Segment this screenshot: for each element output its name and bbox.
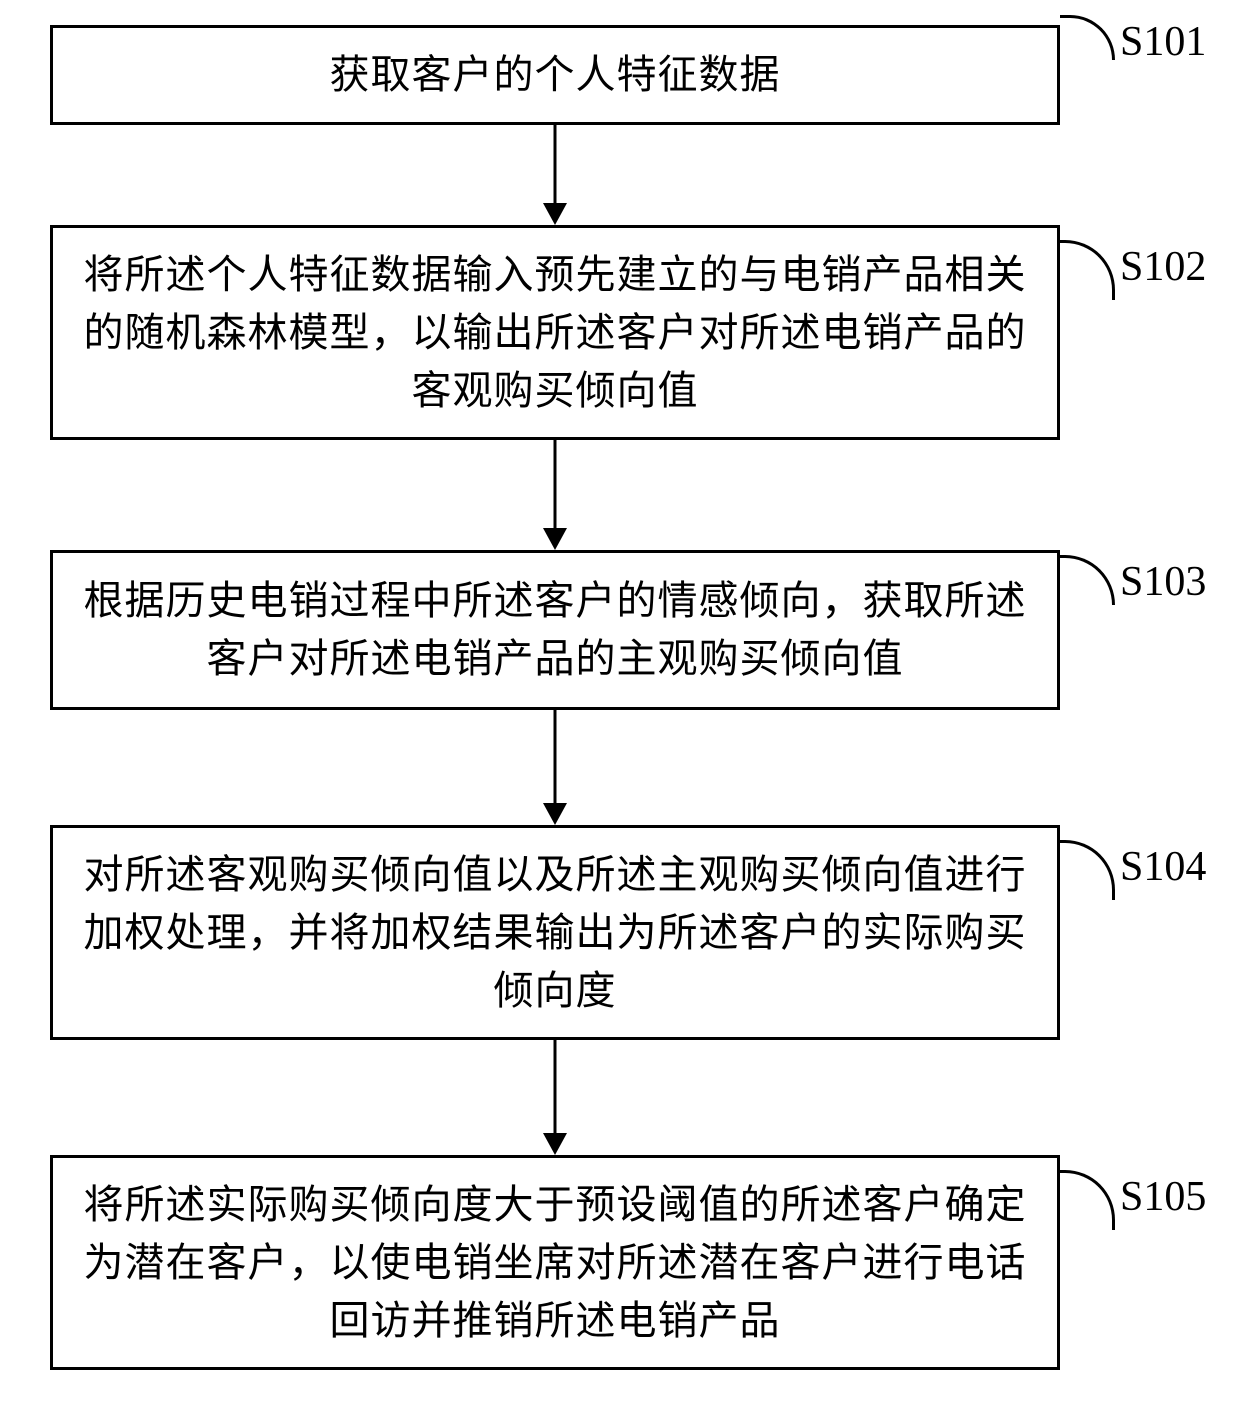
label-connector-4 (1060, 840, 1115, 900)
flow-label-2: S102 (1120, 243, 1206, 291)
arrow-3-line (554, 710, 557, 805)
arrow-3-head (543, 803, 567, 825)
arrow-1-head (543, 203, 567, 225)
flow-node-5: 将所述实际购买倾向度大于预设阈值的所述客户确定为潜在客户，以使电销坐席对所述潜在… (50, 1155, 1060, 1370)
flow-node-2-text: 将所述个人特征数据输入预先建立的与电销产品相关的随机森林模型，以输出所述客户对所… (77, 246, 1033, 420)
arrow-1-line (554, 125, 557, 205)
arrow-2-line (554, 440, 557, 530)
label-connector-2 (1060, 240, 1115, 300)
arrow-4-head (543, 1133, 567, 1155)
arrow-2-head (543, 528, 567, 550)
flow-node-4: 对所述客观购买倾向值以及所述主观购买倾向值进行加权处理，并将加权结果输出为所述客… (50, 825, 1060, 1040)
flow-node-3: 根据历史电销过程中所述客户的情感倾向，获取所述客户对所述电销产品的主观购买倾向值 (50, 550, 1060, 710)
flow-label-4: S104 (1120, 843, 1206, 891)
flow-label-5: S105 (1120, 1173, 1206, 1221)
flow-label-3: S103 (1120, 558, 1206, 606)
arrow-4-line (554, 1040, 557, 1135)
flow-node-4-text: 对所述客观购买倾向值以及所述主观购买倾向值进行加权处理，并将加权结果输出为所述客… (77, 846, 1033, 1020)
flow-node-1-text: 获取客户的个人特征数据 (330, 46, 781, 104)
flow-node-3-text: 根据历史电销过程中所述客户的情感倾向，获取所述客户对所述电销产品的主观购买倾向值 (77, 572, 1033, 688)
flow-node-2: 将所述个人特征数据输入预先建立的与电销产品相关的随机森林模型，以输出所述客户对所… (50, 225, 1060, 440)
flowchart-container: 获取客户的个人特征数据 S101 将所述个人特征数据输入预先建立的与电销产品相关… (0, 0, 1240, 1417)
flow-node-5-text: 将所述实际购买倾向度大于预设阈值的所述客户确定为潜在客户，以使电销坐席对所述潜在… (77, 1176, 1033, 1350)
flow-node-1: 获取客户的个人特征数据 (50, 25, 1060, 125)
flow-label-1: S101 (1120, 18, 1206, 66)
label-connector-5 (1060, 1170, 1115, 1230)
label-connector-1 (1060, 15, 1115, 60)
label-connector-3 (1060, 555, 1115, 605)
